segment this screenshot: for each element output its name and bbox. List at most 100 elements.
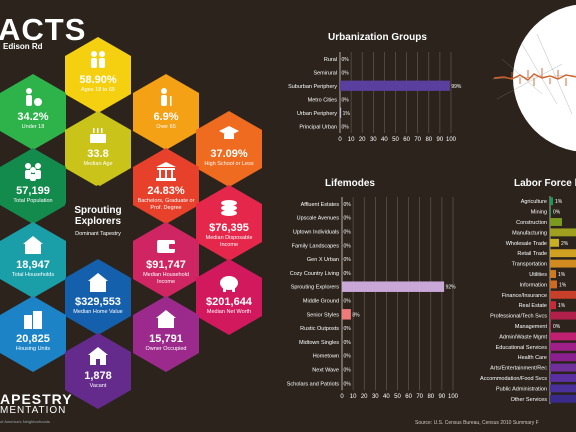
data-label: 0% [553, 210, 561, 216]
data-label: 0% [344, 243, 352, 249]
x-tick-label: 50 [392, 137, 399, 143]
category-label: Gen X Urban [307, 257, 339, 263]
hex-label: Bachelors, Graduate or Prof. Degree [137, 198, 195, 211]
adults-icon [91, 51, 105, 68]
hex-stat-2: 6.9% Over 65 [133, 74, 199, 150]
data-label: 0% [344, 257, 352, 263]
hex-value: 6.9% [153, 111, 179, 123]
data-label: 0% [342, 57, 350, 63]
category-label: Accommodation/Food Svcs [480, 376, 547, 382]
urbanization-chart-svg: 0 10 20 30 40 50 60 70 80 90 100 Rural 0% Semirural 0%… [288, 52, 462, 143]
category-label: Public Administration [496, 386, 547, 392]
category-label: Rustic Outposts [300, 326, 339, 332]
category-label: Cozy Country Living [290, 271, 339, 277]
hex-label: Over 65 [156, 124, 176, 130]
x-tick-label: 70 [416, 394, 423, 400]
data-label: 0% [344, 326, 352, 332]
hex-stat-0: 58.90% Ages 18 to 65 [65, 37, 131, 113]
category-label: Manufacturing [512, 230, 547, 236]
hex-stat-14: 15,791 Owner Occupied [133, 296, 199, 372]
category-label: Suburban Periphery [288, 84, 337, 90]
hex-value: $76,395 [209, 222, 249, 234]
bar [550, 322, 551, 330]
category-label: Hometown [313, 354, 339, 360]
wallet-icon [157, 240, 176, 253]
x-tick-label: 80 [425, 137, 432, 143]
category-label: Professional/Tech Svcs [490, 314, 547, 320]
bar [550, 218, 562, 226]
hex-stat-9: 18,947 Total Households [0, 222, 66, 298]
coins-icon [221, 200, 237, 216]
page-title: ACTS [0, 12, 87, 47]
x-tick-label: 30 [372, 394, 379, 400]
category-label: Senior Styles [307, 312, 340, 318]
data-label: 0% [344, 354, 352, 360]
bar [550, 332, 576, 341]
map-road [496, 63, 563, 100]
category-label: Metro Cities [308, 97, 338, 103]
x-tick-label: 60 [405, 394, 412, 400]
source-note: Source: U.S. Census Bureau, Census 2010 … [415, 420, 539, 426]
hex-label: Median Household Income [143, 272, 189, 285]
hex-label: Median Net Worth [206, 309, 252, 315]
x-tick-label: 40 [381, 137, 388, 143]
data-label: 0% [344, 216, 352, 222]
x-tick-label: 30 [370, 137, 377, 143]
bar [550, 207, 551, 216]
bar [550, 353, 576, 362]
vacant-house-icon [88, 347, 108, 365]
piggy-bank-icon [220, 276, 238, 292]
data-label: 1% [343, 111, 351, 117]
data-label: 0% [344, 299, 352, 305]
category-label: Affluent Estates [301, 202, 340, 208]
hex-stat-5: 57,199 Total Population [0, 148, 66, 224]
x-tick-label: 90 [439, 394, 446, 400]
x-tick-label: 10 [348, 137, 355, 143]
hex-stat-12: $201,644 Median Net Worth [196, 259, 262, 335]
category-label: Next Wave [312, 368, 339, 374]
data-label: 0% [344, 381, 352, 387]
hex-value: 1,878 [84, 370, 112, 382]
category-label: Semirural [313, 70, 337, 76]
hex-stat-3: 33.8 Median Age [65, 111, 131, 187]
data-label: 1% [558, 272, 566, 278]
category-label: Information [519, 282, 547, 288]
data-label: 0% [344, 230, 352, 236]
lifemodes-chart-title: Lifemodes [324, 178, 375, 189]
category-label: Sprouting Explorers [291, 285, 340, 291]
category-label: Real Estate [519, 303, 547, 309]
bar [550, 342, 576, 351]
category-label: Construction [516, 220, 547, 226]
bar [550, 259, 576, 268]
map-road [536, 33, 573, 115]
labor-force-chart-title: Labor Force b [514, 178, 576, 189]
x-tick-label: 50 [394, 394, 401, 400]
child-ball-icon [26, 88, 42, 106]
area-map[interactable] [482, 4, 576, 152]
hex-value: $329,553 [75, 296, 121, 308]
category-label: Rural [324, 57, 337, 63]
location-subtitle: Edison Rd [3, 42, 43, 51]
category-label: Educational Services [496, 345, 548, 351]
hex-value: $201,644 [206, 296, 252, 308]
data-label: 0% [344, 271, 352, 277]
category-label: Agriculture [521, 199, 547, 205]
labor-force-chart-svg: Agriculture 1% Mining 0% Construction Manufac… [480, 196, 576, 404]
data-label: 0% [553, 324, 561, 330]
hex-stat-15: 1,878 Vacant [65, 333, 131, 409]
hex-label: Median Disposable Income [205, 235, 253, 248]
hex-label: Median Home Value [73, 309, 123, 315]
map-route [493, 73, 576, 81]
category-label: Utilities [529, 272, 547, 278]
university-icon [156, 162, 176, 181]
data-label: 92% [446, 285, 457, 291]
hex-label: Median Age [83, 161, 113, 167]
category-label: Management [515, 324, 548, 330]
data-label: 0% [344, 340, 352, 346]
hex-value: 58.90% [79, 74, 117, 86]
hex-label: Owner Occupied [145, 346, 187, 352]
hex-label: Vacant [89, 383, 107, 389]
data-label: 1% [555, 199, 563, 205]
hex-value: 24.83% [147, 185, 185, 197]
hex-label: Total Households [11, 272, 55, 278]
